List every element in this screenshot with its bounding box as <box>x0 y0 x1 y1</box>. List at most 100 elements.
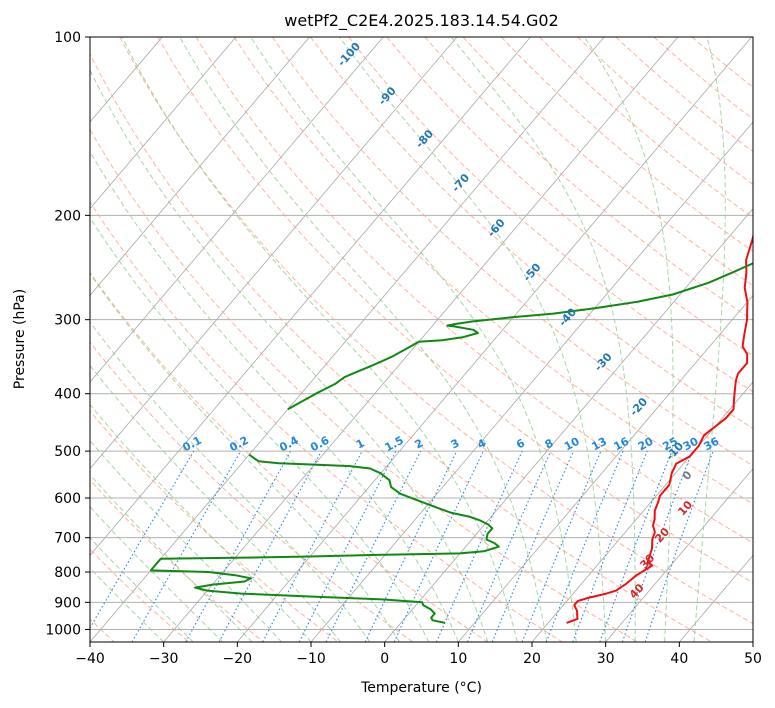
moist-adiabat-label: 40 <box>627 581 647 601</box>
y-tick-label: 600 <box>54 491 81 507</box>
dry-adiabat-line <box>310 37 753 430</box>
x-tick-label: −30 <box>149 651 179 667</box>
isotherm-line <box>605 468 753 642</box>
moist-adiabat-line <box>450 37 636 642</box>
mixing-ratio-line <box>521 450 602 642</box>
dry-adiabat-line <box>90 271 488 642</box>
moist-adiabat-label: 0 <box>680 468 695 483</box>
moist-adiabat-line <box>90 216 430 642</box>
moist-adiabat-label: 10 <box>675 498 695 518</box>
plot-frame <box>89 36 754 643</box>
dry-adiabat-label: -100 <box>335 40 363 69</box>
isotherm-line <box>90 37 310 296</box>
mixing-ratio-line <box>466 450 552 642</box>
x-tick-label: 40 <box>670 651 688 667</box>
x-axis-ticks: −40 −30 −20 −10 0 10 20 30 40 50 <box>75 642 762 667</box>
moist-adiabat-line <box>583 37 674 642</box>
dry-adiabat-label: -50 <box>521 260 544 284</box>
dry-adiabat-label: -90 <box>376 84 399 108</box>
profile-series <box>149 232 753 624</box>
mixing-ratio-line <box>185 450 292 642</box>
mixing-ratio-label: 8 <box>543 436 556 451</box>
dry-adiabat-line <box>348 37 753 393</box>
mixing-ratio-line <box>599 450 673 642</box>
moist-adiabat-line <box>90 150 459 642</box>
x-tick-label: −10 <box>296 651 326 667</box>
dry-adiabat-label: -40 <box>556 305 579 329</box>
y-axis-label: Pressure (hPa) <box>12 289 28 389</box>
moist-adiabat-line <box>121 37 518 642</box>
skewed-isotherms <box>90 37 753 642</box>
mixing-ratio-line <box>621 450 693 642</box>
dry-adiabat-label: -70 <box>449 171 472 195</box>
y-tick-label: 1000 <box>45 622 81 638</box>
moist-adiabat-line <box>90 69 489 642</box>
y-tick-label: 900 <box>54 595 81 611</box>
mixing-ratio-line <box>325 450 422 642</box>
dry-adiabat-line <box>691 37 753 88</box>
mixing-ratio-label: 4 <box>475 436 488 451</box>
mixing-ratio-lines <box>90 450 714 642</box>
mixing-ratio-label: 2 <box>413 436 426 451</box>
mixing-ratio-line <box>364 450 458 642</box>
dry-adiabat-line <box>195 37 753 544</box>
x-tick-label: 10 <box>449 651 467 667</box>
chart-title: wetPf2_C2E4.2025.183.14.54.G02 <box>284 11 558 31</box>
moist-adiabat-line <box>250 37 577 642</box>
isotherm-line <box>90 37 458 470</box>
mixing-ratio-line <box>298 450 397 642</box>
dry-adiabat-line <box>615 37 753 153</box>
y-tick-label: 700 <box>54 531 81 547</box>
isotherm-line <box>458 294 753 642</box>
dry-adiabat-line <box>500 37 753 252</box>
moist-adiabat-label: 30 <box>637 551 657 571</box>
x-tick-label: 50 <box>744 651 762 667</box>
mixing-ratio-label: 25 <box>660 435 680 454</box>
dry-adiabat-line <box>90 410 339 642</box>
isotherm-line <box>90 37 237 210</box>
isopleth-labels: 0.1 0.2 0.4 0.6 1 1.5 2 3 4 6 8 10 13 16 20 25 30 36-100-… <box>180 40 721 602</box>
moist-adiabat-line <box>90 537 194 642</box>
dry-adiabat-line <box>271 37 753 467</box>
x-axis-label: Temperature (°C) <box>360 680 482 696</box>
mixing-ratio-line <box>218 450 322 642</box>
mixing-ratio-label: 1 <box>354 436 367 451</box>
mixing-ratio-line <box>644 450 714 642</box>
y-tick-label: 300 <box>54 313 81 329</box>
isotherm-line <box>237 37 752 642</box>
isotherm-line <box>752 641 753 642</box>
dry-adiabat-line <box>653 37 753 120</box>
dry-adiabats <box>90 37 753 642</box>
isotherm-line <box>384 208 753 642</box>
isotherm-line <box>90 37 531 556</box>
mixing-ratio-line <box>90 450 195 629</box>
isotherm-line <box>90 37 605 642</box>
y-tick-label: 400 <box>54 387 81 403</box>
dry-adiabat-line <box>424 37 753 321</box>
mixing-ratio-line <box>572 450 648 642</box>
dry-adiabat-line <box>577 37 753 185</box>
mixing-ratio-line <box>262 450 363 642</box>
x-tick-label: −40 <box>75 651 105 667</box>
mixing-ratio-label: 36 <box>702 435 722 454</box>
isotherm-line <box>90 37 384 383</box>
plot-area: 0.1 0.2 0.4 0.6 1 1.5 2 3 4 6 8 10 13 16 20 25 30 36-100-… <box>90 37 753 642</box>
x-tick-label: 30 <box>597 651 615 667</box>
x-tick-label: −20 <box>223 651 253 667</box>
mixing-ratio-label: 6 <box>514 436 527 451</box>
moist-adiabat-line <box>179 37 548 642</box>
dry-adiabat-label: -60 <box>485 216 508 240</box>
dry-adiabat-line <box>119 37 753 625</box>
mixing-ratio-line <box>491 450 575 642</box>
dry-adiabat-label: -20 <box>627 395 650 419</box>
moist-adiabat-line <box>90 364 341 642</box>
dry-adiabat-line <box>386 37 753 357</box>
mixing-ratio-label: 16 <box>612 435 632 454</box>
isotherm-line <box>163 37 679 642</box>
dry-adiabat-line <box>90 52 712 642</box>
moist-adiabat-line <box>90 473 253 642</box>
y-tick-label: 500 <box>54 444 81 460</box>
y-axis-ticks: 100 200 300 400 500 600 700 800 900 1000 <box>45 30 90 638</box>
moist-adiabat-line <box>693 37 726 642</box>
